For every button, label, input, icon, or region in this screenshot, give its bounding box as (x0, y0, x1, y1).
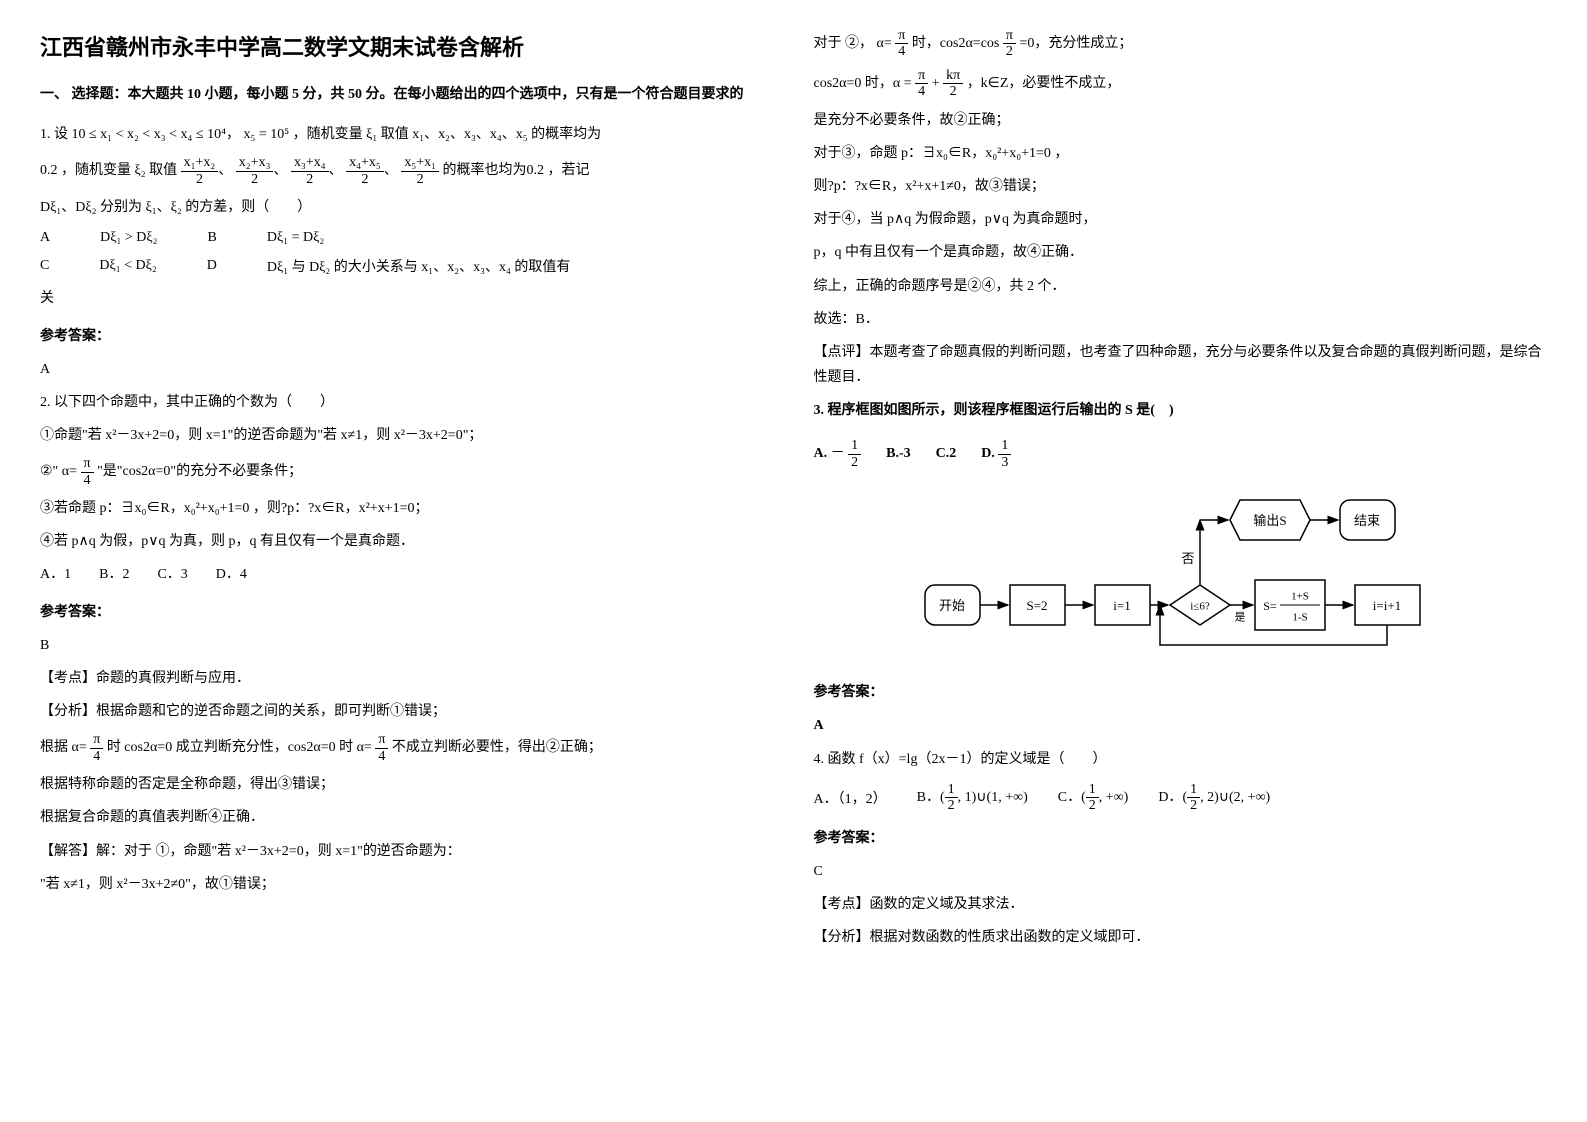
svg-text:1-S: 1-S (1293, 612, 1308, 624)
section-header: 一、 选择题：本大题共 10 小题，每小题 5 分，共 50 分。在每小题给出的… (40, 82, 774, 107)
q1-stem-line3: Dξ₁、Dξ₂ 分别为 ξ₁、ξ₂ 的方差，则（ ） (40, 195, 774, 220)
q4-options: A．（1，2） B．(12, 1)∪(1, +∞) C．(12, +∞) D．(… (814, 782, 1548, 814)
q3-stem: 3. 程序框图如图所示，则该程序框图运行后输出的 S 是( ) (814, 398, 1548, 423)
svg-text:结束: 结束 (1354, 513, 1380, 528)
q4-answer: C (814, 859, 1548, 884)
col2-l1: 对于 ②， α= π4 时，cos2α=cos π2 =0，充分性成立； (814, 28, 1548, 60)
q2-p2: ②" α= π4 "是"cos2α=0"的充分不必要条件； (40, 456, 774, 488)
svg-text:i=i+1: i=i+1 (1373, 598, 1401, 613)
q3-optA: A. － 12 (814, 438, 862, 470)
svg-text:i≤6?: i≤6? (1191, 601, 1211, 613)
col2-l5: 则?p：?x∈R，x²+x+1≠0，故③错误； (814, 174, 1548, 199)
right-column: 对于 ②， α= π4 时，cos2α=cos π2 =0，充分性成立； cos… (814, 20, 1548, 958)
q3-answer: A (814, 713, 1548, 738)
q4-stem: 4. 函数 f（x）=lg（2x－1）的定义域是（ ） (814, 747, 1548, 772)
col2-l8: 综上，正确的命题序号是②④，共 2 个． (814, 274, 1548, 299)
q2-stem: 2. 以下四个命题中，其中正确的个数为（ ） (40, 390, 774, 415)
q2-p1: ①命题"若 x²－3x+2=0，则 x=1"的逆否命题为"若 x≠1，则 x²－… (40, 423, 774, 448)
svg-text:开始: 开始 (939, 598, 965, 613)
q4-考点: 【考点】函数的定义域及其求法． (814, 892, 1548, 917)
left-column: 江西省赣州市永丰中学高二数学文期末试卷含解析 一、 选择题：本大题共 10 小题… (40, 20, 774, 958)
q4-answer-label: 参考答案： (814, 826, 1548, 851)
col2-l3: 是充分不必要条件，故②正确； (814, 108, 1548, 133)
q3-optB: B.-3 (886, 446, 911, 462)
q2-考点: 【考点】命题的真假判断与应用． (40, 666, 774, 691)
col2-l2: cos2α=0 时，α = π4 + kπ2 ，k∈Z，必要性不成立， (814, 68, 1548, 100)
q1-optA-label: A (40, 230, 50, 246)
q2-options: A．1 B．2 C．3 D．4 (40, 562, 774, 587)
col2-点评: 【点评】本题考查了命题真假的判断问题，也考查了四种命题，充分与必要条件以及复合命… (814, 340, 1548, 390)
svg-text:i=1: i=1 (1114, 598, 1131, 613)
q3-optD: D. 13 (981, 438, 1011, 470)
q2-answer-label: 参考答案： (40, 600, 774, 625)
q2-p4: ④若 p∧q 为假，p∨q 为真，则 p，q 有且仅有一个是真命题． (40, 529, 774, 554)
q1-options-row1: A Dξ₁ > Dξ₂ B Dξ₁ = Dξ₂ (40, 230, 774, 246)
col2-l7: p，q 中有且仅有一个是真命题，故④正确． (814, 240, 1548, 265)
svg-text:否: 否 (1182, 551, 1195, 566)
q1-optB-label: B (208, 230, 217, 246)
q1-optD: Dξ₁ 与 Dξ₂ 的大小关系与 x₁、x₂、x₃、x₄ 的取值有 (267, 256, 571, 276)
svg-text:输出S: 输出S (1254, 513, 1287, 528)
main-title: 江西省赣州市永丰中学高二数学文期末试卷含解析 (40, 30, 774, 62)
q4-optA: A．（1，2） (814, 788, 887, 808)
q2-p3: ③若命题 p：∃x₀∈R，x₀²+x₀+1=0 ，则?p：?x∈R，x²+x+1… (40, 496, 774, 521)
svg-text:S=2: S=2 (1027, 598, 1048, 613)
q2-expl1: 根据 α= π4 时 cos2α=0 成立判断充分性，cos2α=0 时 α= … (40, 732, 774, 764)
q1-optC-label: C (40, 258, 49, 274)
svg-text:S=: S= (1264, 599, 1278, 613)
q1-optB: Dξ₁ = Dξ₂ (267, 230, 324, 246)
q4-optD: D．(12, 2)∪(2, +∞) (1158, 782, 1270, 814)
q4-optC: C．(12, +∞) (1058, 782, 1129, 814)
q1-answer: A (40, 357, 774, 382)
col2-l9: 故选：B． (814, 307, 1548, 332)
q1-stem-line2: 0.2 ，随机变量 ξ₂ 取值 x₁+x₂2、 x₂+x₃2、 x₃+x₄2、 … (40, 155, 774, 187)
svg-text:是: 是 (1235, 611, 1246, 624)
q3-optC: C.2 (936, 446, 957, 462)
q1-stem-line1: 1. 设 10 ≤ x₁ < x₂ < x₃ < x₄ ≤ 10⁴， x₅ = … (40, 122, 774, 147)
q4-分析: 【分析】根据对数函数的性质求出函数的定义域即可． (814, 925, 1548, 950)
svg-text:1+S: 1+S (1291, 591, 1309, 603)
q1-options-row2: C Dξ₁ < Dξ₂ D Dξ₁ 与 Dξ₂ 的大小关系与 x₁、x₂、x₃、… (40, 256, 774, 276)
q4-optB: B．(12, 1)∪(1, +∞) (917, 782, 1028, 814)
col2-l4: 对于③，命题 p：∃x₀∈R，x₀²+x₀+1=0 ， (814, 141, 1548, 166)
q3-answer-label: 参考答案： (814, 680, 1548, 705)
q2-分析: 【分析】根据命题和它的逆否命题之间的关系，即可判断①错误； (40, 699, 774, 724)
q2-解答2: "若 x≠1，则 x²－3x+2≠0"，故①错误； (40, 872, 774, 897)
q2-expl3: 根据复合命题的真值表判断④正确． (40, 805, 774, 830)
q3-options: A. － 12 B.-3 C.2 D. 13 (814, 438, 1548, 470)
q1-optD-cont: 关 (40, 286, 774, 311)
q2-解答: 【解答】解：对于 ①，命题"若 x²－3x+2=0，则 x=1"的逆否命题为： (40, 839, 774, 864)
col2-l6: 对于④，当 p∧q 为假命题，p∨q 为真命题时， (814, 207, 1548, 232)
q2-answer: B (40, 633, 774, 658)
q2-expl2: 根据特称命题的否定是全称命题，得出③错误； (40, 772, 774, 797)
q1-optD-label: D (207, 258, 217, 274)
q1-answer-label: 参考答案： (40, 324, 774, 349)
flowchart: 输出S 结束 否 开始 S=2 i=1 i≤6? S= 1+S 1-S i=i+… (920, 490, 1440, 660)
q1-optC: Dξ₁ < Dξ₂ (99, 258, 156, 274)
q1-optA: Dξ₁ > Dξ₂ (100, 230, 157, 246)
